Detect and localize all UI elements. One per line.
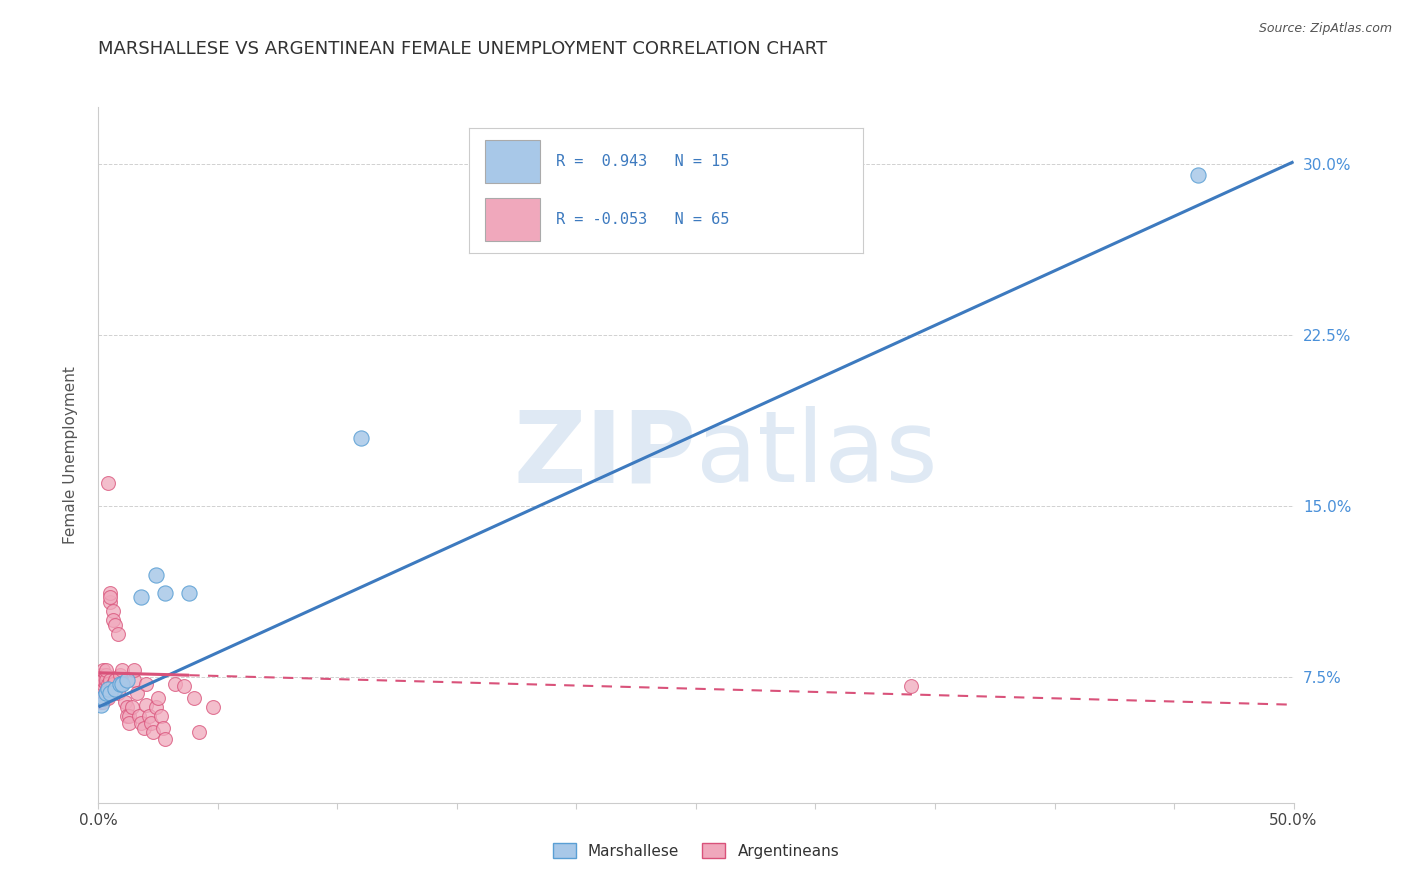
Point: [148, 690, 170, 705]
Point: [111, 677, 134, 691]
Point: [187, 725, 209, 739]
Point: [97, 690, 120, 705]
Point: [91, 677, 114, 691]
Point: [125, 686, 148, 700]
Point: [97, 686, 120, 700]
Point: [94, 686, 117, 700]
Point: [94, 686, 117, 700]
Point: [107, 686, 129, 700]
Point: [104, 618, 127, 632]
Point: [91, 695, 114, 709]
Point: [202, 700, 225, 714]
Point: [98, 586, 122, 600]
Point: [152, 721, 174, 735]
Point: [98, 595, 122, 609]
Point: [163, 677, 186, 691]
Text: MARSHALLESE VS ARGENTINEAN FEMALE UNEMPLOYMENT CORRELATION CHART: MARSHALLESE VS ARGENTINEAN FEMALE UNEMPL…: [98, 40, 828, 58]
Point: [149, 709, 172, 723]
Point: [179, 586, 201, 600]
Legend: Marshallese, Argentineans: Marshallese, Argentineans: [547, 837, 845, 864]
Point: [135, 698, 157, 712]
Point: [900, 680, 922, 694]
Point: [90, 690, 112, 705]
Point: [97, 677, 120, 691]
Point: [108, 668, 131, 682]
Point: [104, 673, 127, 687]
Point: [173, 680, 195, 694]
Point: [97, 476, 120, 491]
Point: [1187, 169, 1209, 183]
Point: [135, 677, 157, 691]
Y-axis label: Female Unemployment: Female Unemployment: [63, 366, 77, 544]
Point: [145, 567, 167, 582]
Point: [90, 668, 112, 682]
Point: [98, 686, 122, 700]
Point: [94, 668, 117, 682]
Point: [90, 677, 112, 691]
Point: [98, 591, 122, 605]
Point: [104, 681, 127, 696]
Point: [90, 673, 112, 687]
Point: [97, 681, 120, 696]
Point: [94, 664, 117, 678]
Point: [91, 673, 114, 687]
Point: [91, 668, 114, 682]
Point: [101, 604, 124, 618]
Point: [94, 690, 117, 705]
Text: atlas: atlas: [696, 407, 938, 503]
Point: [118, 715, 141, 730]
Point: [350, 431, 373, 445]
Point: [142, 725, 165, 739]
Point: [124, 673, 146, 687]
Point: [94, 673, 117, 687]
Point: [98, 673, 122, 687]
Point: [114, 695, 136, 709]
Point: [131, 591, 153, 605]
Point: [98, 686, 122, 700]
Point: [101, 613, 124, 627]
Point: [139, 715, 162, 730]
Point: [91, 690, 114, 705]
Point: [101, 677, 124, 691]
Point: [121, 700, 143, 714]
Point: [183, 690, 205, 705]
Point: [90, 686, 112, 700]
Point: [115, 709, 138, 723]
Point: [131, 715, 153, 730]
Point: [132, 721, 155, 735]
Point: [115, 673, 138, 687]
Text: Source: ZipAtlas.com: Source: ZipAtlas.com: [1258, 22, 1392, 36]
Point: [118, 709, 141, 723]
Point: [91, 690, 114, 705]
Point: [115, 700, 138, 714]
Point: [90, 695, 112, 709]
Point: [90, 698, 112, 712]
Point: [138, 709, 160, 723]
Point: [94, 677, 117, 691]
Point: [111, 664, 134, 678]
Point: [145, 700, 167, 714]
Point: [107, 627, 129, 641]
Text: ZIP: ZIP: [513, 407, 696, 503]
Point: [155, 586, 177, 600]
Point: [91, 664, 114, 678]
Point: [108, 677, 131, 691]
Point: [111, 677, 134, 691]
Point: [124, 664, 146, 678]
Point: [128, 709, 150, 723]
Point: [155, 731, 177, 746]
